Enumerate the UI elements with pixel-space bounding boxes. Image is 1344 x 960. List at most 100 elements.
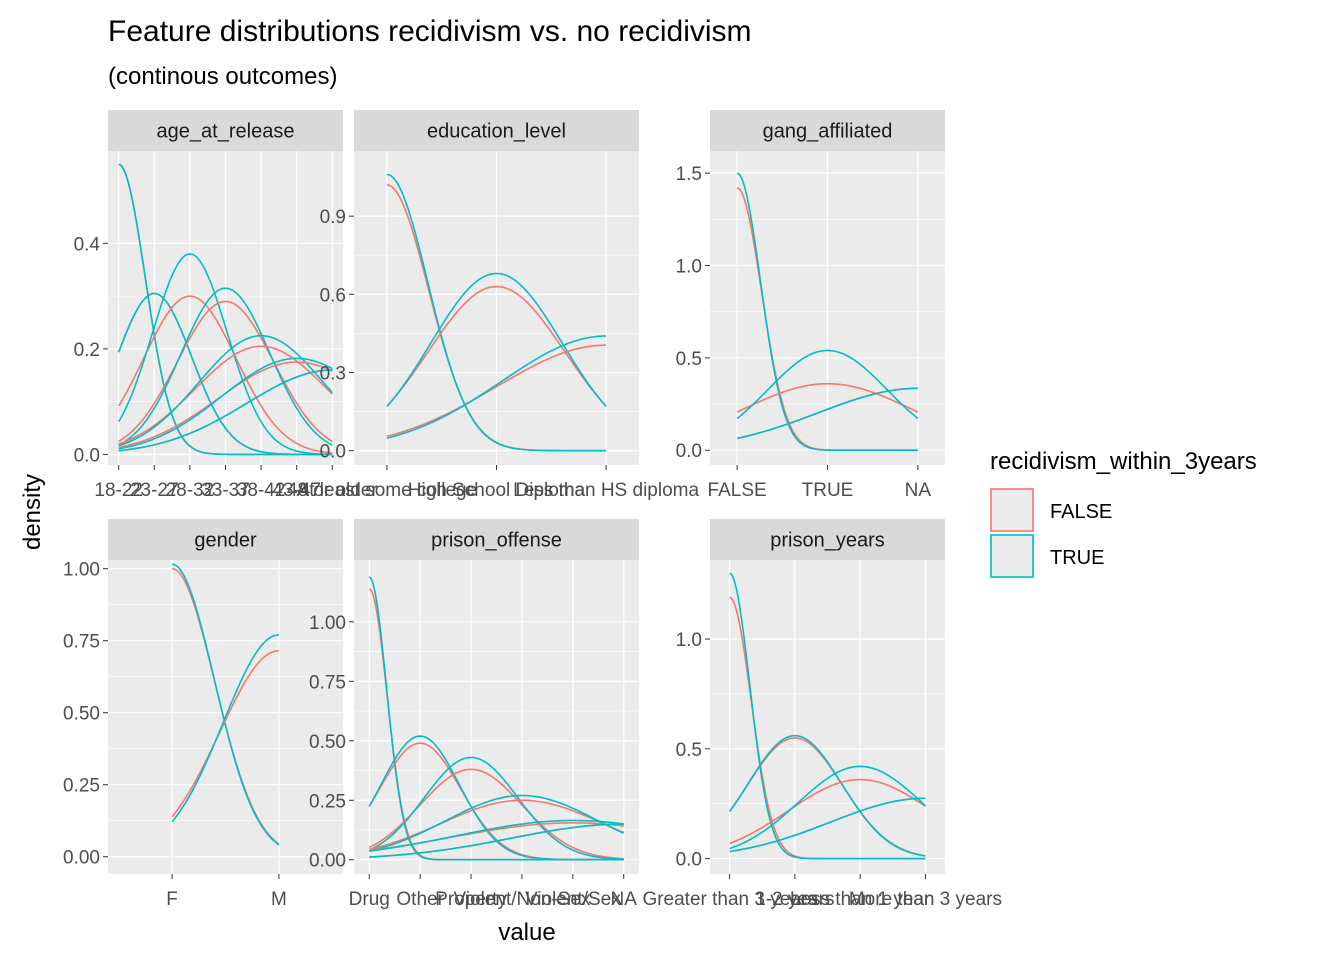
legend: recidivism_within_3years FALSE TRUE: [990, 448, 1257, 578]
density-line-true: [118, 334, 333, 447]
density-line-false: [729, 778, 926, 845]
density-line-true: [171, 634, 279, 823]
x-tick-label: At least some college: [297, 480, 478, 501]
facet-panels: age_at_release 0.0 0.2 0.4 18-2223-2728-3233…: [63, 110, 1002, 910]
legend-label-false: FALSE: [1050, 501, 1112, 523]
facet-strip: [108, 519, 343, 560]
y-tick-label: 0.3: [320, 363, 346, 384]
density-line-true: [117, 253, 333, 456]
facet-strip-label: prison_years: [770, 530, 885, 552]
legend-key-false-bg: [990, 488, 1034, 532]
y-tick-label: 1.0: [676, 257, 702, 278]
facet-strip: [710, 110, 945, 151]
density-line-false: [369, 799, 625, 851]
y-tick-label: 1.00: [63, 560, 100, 581]
density-line-true: [386, 272, 607, 408]
panel-background: [710, 560, 945, 874]
panel-age_at_release: age_at_release 0.0 0.2 0.4 18-2223-2728-3233…: [74, 110, 379, 501]
chart-subtitle: (continous outcomes): [108, 63, 337, 90]
density-line-true: [386, 335, 607, 439]
y-tick-label: 0.75: [309, 672, 346, 693]
y-tick-label: 0.5: [676, 349, 702, 370]
x-tick-label: Violent/Sex: [525, 889, 621, 910]
facet-strip: [108, 110, 343, 151]
y-tick-label: 0.0: [676, 850, 702, 871]
density-line-false: [117, 295, 333, 454]
facet-strip: [710, 519, 945, 560]
x-tick-label: High School Diploma: [408, 480, 586, 501]
panel-gender: gender 0.00 0.25 0.50 0.75 1.00 F M: [63, 519, 343, 910]
x-tick-label: Less than 1 year: [790, 889, 931, 910]
x-tick-label: Property: [435, 889, 507, 910]
density-line-false: [118, 300, 333, 443]
x-tick-label: 28-32: [166, 480, 215, 501]
y-tick-label: 0.25: [309, 791, 346, 812]
x-tick-label: FALSE: [708, 480, 767, 501]
density-line-true: [729, 797, 926, 853]
y-axis-title: density: [19, 474, 46, 550]
x-axis-title: value: [498, 919, 555, 946]
x-tick-label: Less than HS diploma: [513, 480, 699, 501]
facet-strip-label: age_at_release: [157, 121, 295, 143]
legend-key-true: [990, 534, 1034, 578]
x-tick-label: NA: [611, 889, 638, 910]
density-line-true: [172, 563, 280, 846]
panel-prison_years: prison_years 0.0 0.5 1.0 Greater than 3 year…: [642, 519, 1002, 910]
x-tick-label: F: [166, 889, 178, 910]
facet-strip-label: education_level: [427, 121, 566, 143]
legend-key-true-bg: [990, 534, 1034, 578]
panel-prison_offense: prison_offense 0.00 0.25 0.50 0.75 1.00 Drug Ot…: [309, 519, 639, 910]
x-tick-label: 43-47: [272, 480, 321, 501]
density-line-true: [118, 369, 333, 452]
density-line-true: [736, 172, 918, 452]
facet-strip: [354, 519, 639, 560]
density-line-true: [369, 819, 624, 852]
x-tick-label: M: [271, 889, 287, 910]
y-tick-label: 0.0: [320, 442, 346, 463]
x-tick-label: 38-42: [237, 480, 286, 501]
legend-title: recidivism_within_3years: [990, 448, 1257, 475]
y-tick-label: 0.50: [63, 704, 100, 725]
density-line-false: [386, 285, 607, 407]
y-tick-label: 1.00: [309, 613, 346, 634]
panel-gang_affiliated: gang_affiliated 0.0 0.5 1.0 1.5 FALSE TRUE NA: [676, 110, 945, 501]
y-tick-label: 0.0: [74, 445, 100, 466]
density-line-true: [729, 572, 926, 860]
density-line-true: [118, 287, 333, 446]
y-tick-label: 0.2: [74, 340, 100, 361]
x-tick-label: 1-2 years: [755, 889, 834, 910]
density-line-false: [118, 345, 333, 445]
density-line-true: [368, 756, 624, 861]
y-tick-label: 0.00: [309, 851, 346, 872]
x-tick-label: Greater than 3 years: [642, 889, 816, 910]
y-tick-label: 0.0: [676, 441, 702, 462]
y-tick-label: 1.0: [676, 630, 702, 651]
density-line-true: [736, 387, 918, 440]
x-tick-label: Other: [396, 889, 444, 910]
y-tick-label: 0.9: [320, 207, 346, 228]
facet-strip-label: gender: [194, 530, 257, 552]
y-tick-label: 0.75: [63, 632, 100, 653]
density-line-false: [386, 344, 607, 438]
density-line-true: [728, 734, 926, 857]
x-tick-label: NA: [905, 480, 932, 501]
density-line-true: [729, 765, 926, 850]
panel-background: [354, 560, 639, 874]
x-tick-label: Violent/Non-Sex: [453, 889, 590, 910]
y-tick-label: 1.5: [676, 164, 702, 185]
y-tick-label: 0.5: [676, 740, 702, 761]
legend-key-false: [990, 488, 1034, 532]
x-tick-label: 23-27: [130, 480, 179, 501]
facet-strip: [354, 110, 639, 151]
density-line-false: [171, 649, 279, 818]
y-tick-label: 0.25: [63, 776, 100, 797]
y-tick-label: 0.4: [74, 234, 101, 255]
density-line-false: [736, 382, 919, 413]
x-tick-label: TRUE: [802, 480, 854, 501]
chart-title: Feature distributions recidivism vs. no …: [108, 15, 752, 48]
density-line-true: [117, 292, 333, 456]
x-tick-label: More than 3 years: [849, 889, 1002, 910]
x-tick-label: 48 or older: [287, 480, 379, 501]
density-line-true: [386, 173, 607, 452]
density-line-true: [369, 823, 624, 858]
